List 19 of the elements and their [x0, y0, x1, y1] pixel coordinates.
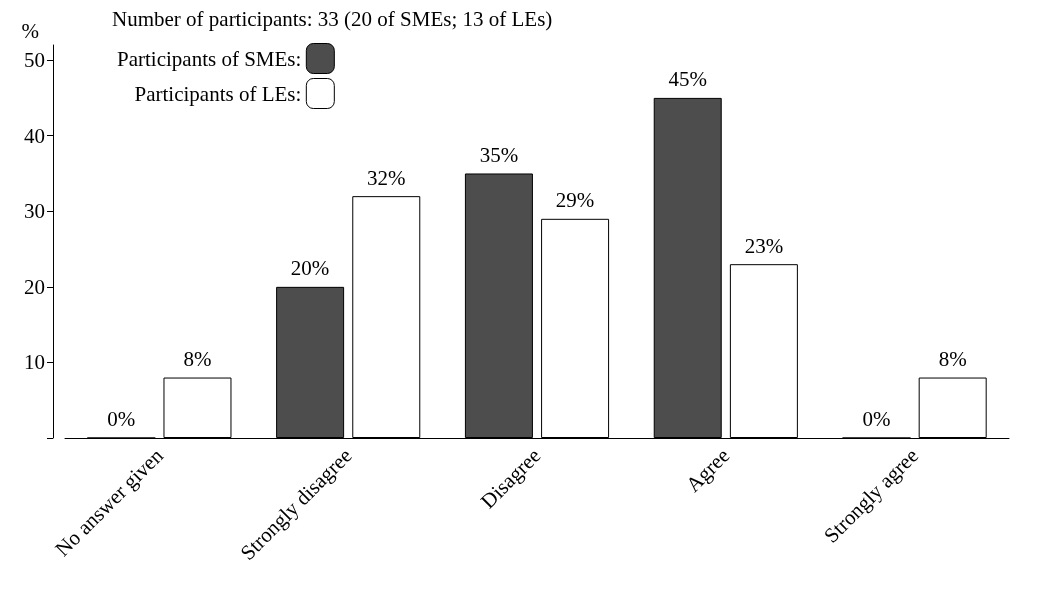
- data-label: 20%: [290, 256, 330, 281]
- data-label: 29%: [555, 188, 595, 213]
- data-label: 23%: [744, 233, 784, 258]
- data-label: 35%: [479, 142, 519, 167]
- data-label: 8%: [183, 347, 212, 372]
- y-tick-label: 20: [24, 274, 45, 299]
- data-label: 0%: [862, 407, 891, 431]
- data-label: 8%: [938, 347, 967, 372]
- y-tick-label: 10: [24, 350, 45, 375]
- data-label: 32%: [367, 165, 406, 190]
- data-label: 0%: [107, 407, 136, 431]
- legend-label: Participants of SMEs:: [117, 46, 302, 71]
- legend-title: Number of participants: 33 (20 of SMEs; 13 of LEs): [112, 6, 553, 31]
- data-label: 45%: [668, 67, 707, 92]
- y-axis-title: %: [21, 18, 39, 43]
- y-tick-label: 40: [24, 123, 45, 148]
- y-tick-label: 50: [24, 48, 45, 73]
- legend-label: Participants of LEs:: [134, 81, 302, 106]
- y-tick-label: 30: [24, 199, 45, 224]
